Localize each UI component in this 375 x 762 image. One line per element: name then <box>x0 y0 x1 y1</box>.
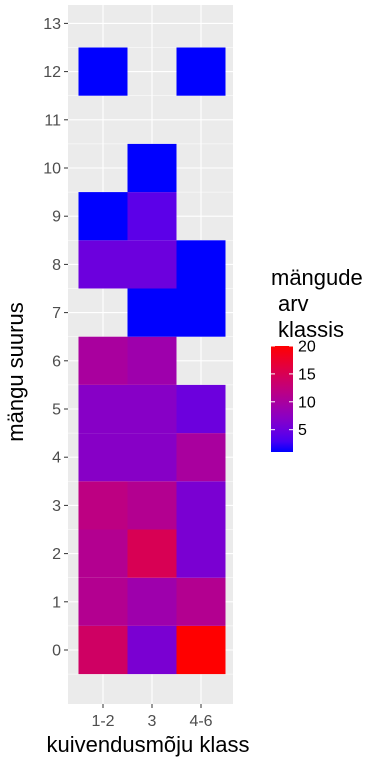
y-tick-label: 0 <box>52 643 61 660</box>
heatmap-cell <box>127 625 177 675</box>
heatmap-cell <box>127 288 177 337</box>
heatmap-cells <box>78 47 226 675</box>
heatmap-cell <box>176 481 226 530</box>
heatmap-cell <box>78 240 128 289</box>
heatmap-cell <box>78 336 128 385</box>
heatmap-cell <box>176 240 226 289</box>
y-tick-label: 5 <box>52 402 61 419</box>
x-axis-ticks: 1-2 3 4-6 <box>91 704 213 730</box>
y-tick-label: 9 <box>52 209 61 226</box>
y-tick-label: 12 <box>43 64 61 81</box>
legend-title-line: klassis <box>278 317 344 342</box>
heatmap-cell <box>78 384 128 434</box>
y-tick-label: 2 <box>52 546 61 563</box>
heatmap-cell <box>127 192 177 241</box>
legend-label: 20 <box>298 339 316 356</box>
heatmap-cell <box>78 625 128 675</box>
y-tick-label: 8 <box>52 257 61 274</box>
heatmap-cell <box>127 384 177 434</box>
legend-title-line: mängude <box>271 265 363 290</box>
heatmap-cell <box>78 47 128 96</box>
heatmap-cell <box>127 433 177 482</box>
x-axis-title: kuivendusmõju klass <box>47 732 250 757</box>
y-tick-label: 4 <box>52 450 61 467</box>
heatmap-cell <box>78 577 128 626</box>
y-tick-label: 3 <box>52 498 61 515</box>
heatmap-cell <box>176 288 226 337</box>
legend-title-line: arv <box>278 291 309 316</box>
y-axis-title: mängu suurus <box>3 302 28 441</box>
x-tick-label: 4-6 <box>189 713 212 730</box>
x-tick-label: 3 <box>148 713 157 730</box>
heatmap-cell <box>176 529 226 578</box>
legend-label: 5 <box>298 422 307 439</box>
y-tick-label: 11 <box>44 112 61 129</box>
heatmap-cell <box>176 47 226 96</box>
heatmap-cell <box>127 529 177 578</box>
y-tick-label: 10 <box>43 161 61 178</box>
y-tick-label: 13 <box>43 16 61 33</box>
heatmap-cell <box>127 143 177 193</box>
heatmap-cell <box>127 240 177 289</box>
heatmap-cell <box>176 625 226 675</box>
heatmap-cell <box>176 433 226 482</box>
heatmap-cell <box>78 433 128 482</box>
heatmap-cell <box>176 577 226 626</box>
heatmap-cell <box>127 336 177 385</box>
legend-label: 15 <box>298 366 316 383</box>
y-tick-label: 6 <box>52 353 61 370</box>
legend-colorbar <box>271 346 293 452</box>
x-tick-label: 1-2 <box>91 713 114 730</box>
y-tick-label: 7 <box>52 305 61 322</box>
heatmap-cell <box>176 384 226 434</box>
legend-label: 10 <box>298 394 316 411</box>
heatmap-cell <box>127 481 177 530</box>
heatmap-cell <box>127 577 177 626</box>
heatmap-cell <box>78 481 128 530</box>
heatmap-cell <box>78 529 128 578</box>
y-tick-label: 1 <box>52 594 61 611</box>
heatmap-cell <box>78 192 128 241</box>
